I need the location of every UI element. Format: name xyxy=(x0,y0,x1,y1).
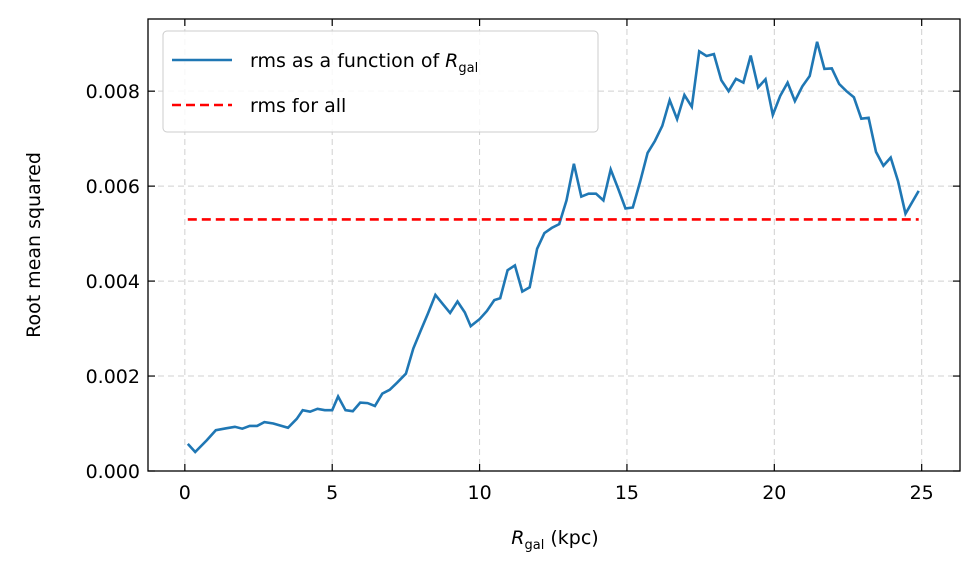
y-tick-label: 0.000 xyxy=(86,461,140,483)
x-tick-label: 5 xyxy=(326,482,338,504)
x-label-subscript: gal xyxy=(525,538,545,553)
x-axis-label: Rgal (kpc) xyxy=(511,527,598,553)
x-tick-label: 15 xyxy=(615,482,639,504)
x-tick-label: 10 xyxy=(467,482,491,504)
legend-label: rms as a function of Rgal xyxy=(250,50,478,76)
y-tick-label: 0.008 xyxy=(86,81,140,103)
legend-text: rms as a function of xyxy=(250,50,440,72)
x-tick-label: 20 xyxy=(762,482,786,504)
x-label-text: (kpc) xyxy=(550,527,598,549)
legend-subscript: gal xyxy=(458,61,478,76)
y-tick-label: 0.002 xyxy=(86,366,140,388)
y-tick-label: 0.006 xyxy=(86,176,140,198)
data-line xyxy=(186,41,920,454)
legend-symbol: R xyxy=(445,50,458,72)
y-axis-label: Root mean squared xyxy=(23,152,45,338)
legend-box xyxy=(162,30,599,133)
x-label-symbol: R xyxy=(511,527,524,549)
plot-frame xyxy=(147,18,961,472)
legend-label: rms for all xyxy=(250,95,346,117)
x-tick-label: 0 xyxy=(179,482,191,504)
x-tick-label: 25 xyxy=(910,482,934,504)
legend-text: rms for all xyxy=(250,95,346,117)
y-tick-label: 0.004 xyxy=(86,271,140,293)
